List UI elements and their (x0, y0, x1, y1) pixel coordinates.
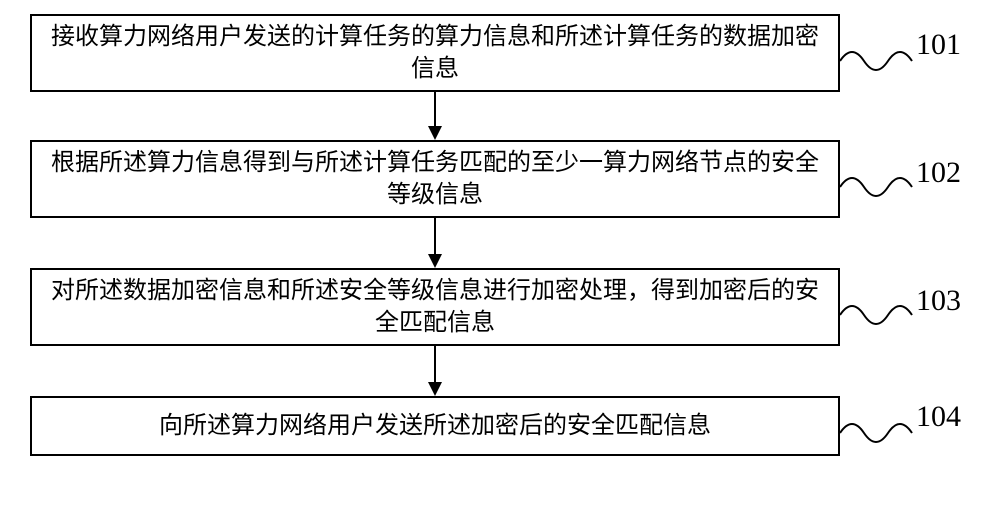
connector-102-103 (428, 218, 442, 268)
step-label-104: 104 (916, 400, 961, 434)
step-text: 对所述数据加密信息和所述安全等级信息进行加密处理，得到加密后的安全匹配信息 (42, 275, 828, 340)
squiggle-103 (840, 300, 920, 330)
connector-103-104 (428, 346, 442, 396)
step-label-101: 101 (916, 28, 961, 62)
step-label-103: 103 (916, 284, 961, 318)
step-box-102: 根据所述算力信息得到与所述计算任务匹配的至少一算力网络节点的安全等级信息 (30, 140, 840, 218)
step-number: 104 (916, 400, 961, 433)
squiggle-104 (840, 418, 920, 448)
step-box-104: 向所述算力网络用户发送所述加密后的安全匹配信息 (30, 396, 840, 456)
squiggle-101 (840, 46, 920, 76)
connector-101-102 (428, 92, 442, 140)
step-number: 102 (916, 156, 961, 189)
squiggle-102 (840, 172, 920, 202)
step-label-102: 102 (916, 156, 961, 190)
step-text: 向所述算力网络用户发送所述加密后的安全匹配信息 (159, 410, 711, 442)
flowchart-canvas: 接收算力网络用户发送的计算任务的算力信息和所述计算任务的数据加密信息 101 根… (0, 0, 1000, 511)
step-text: 根据所述算力信息得到与所述计算任务匹配的至少一算力网络节点的安全等级信息 (42, 147, 828, 212)
step-box-103: 对所述数据加密信息和所述安全等级信息进行加密处理，得到加密后的安全匹配信息 (30, 268, 840, 346)
step-number: 101 (916, 28, 961, 61)
step-text: 接收算力网络用户发送的计算任务的算力信息和所述计算任务的数据加密信息 (42, 21, 828, 86)
step-number: 103 (916, 284, 961, 317)
step-box-101: 接收算力网络用户发送的计算任务的算力信息和所述计算任务的数据加密信息 (30, 14, 840, 92)
